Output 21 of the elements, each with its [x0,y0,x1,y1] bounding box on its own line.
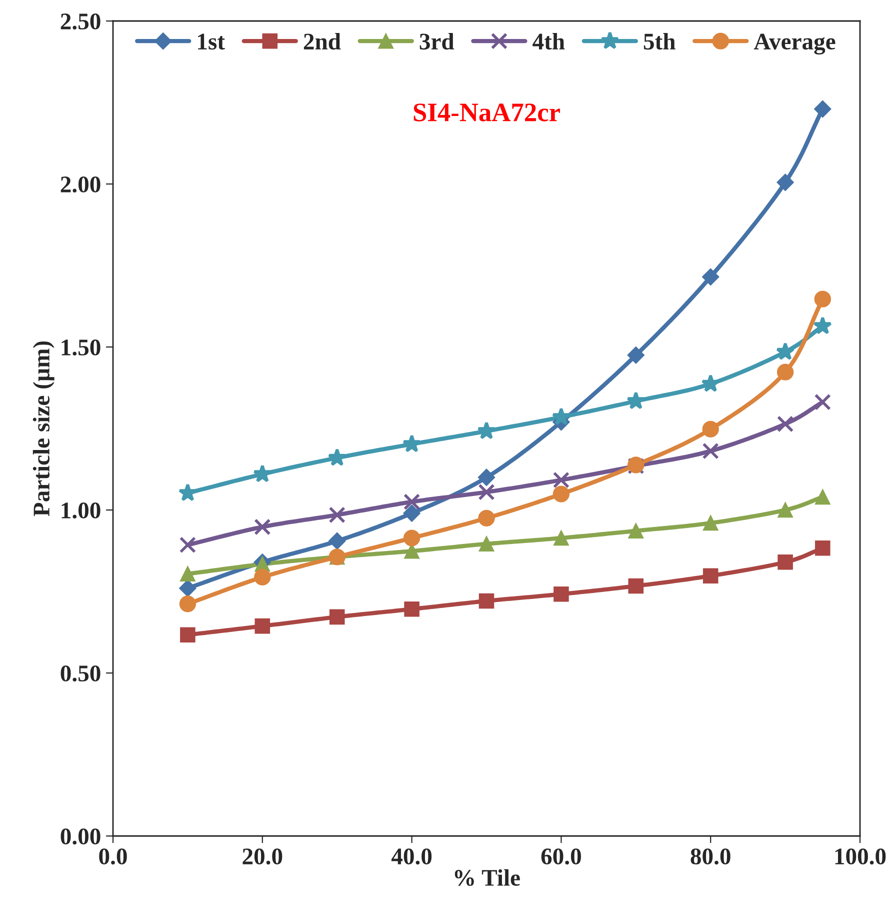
x-tick-label: 60.0 [541,848,581,865]
x-tick-label: 100.0 [835,848,886,865]
y-tick-label: 1.00 [62,502,100,519]
legend-label: Average [754,34,836,55]
legend-label: 2nd [304,32,341,50]
y-tick-label: 0.50 [60,665,100,682]
y-tick-label: 1.50 [62,339,100,356]
y-tick-label: 2.50 [60,13,100,30]
x-tick-label: 0.0 [99,848,127,865]
text: SI4-NaA72cr [414,104,560,122]
y-axis-title: Particle size (µm) [32,341,54,516]
x-axis-title: % Tile [454,869,520,886]
y-tick-label: 2.00 [60,176,100,193]
legend-label: 1st [198,34,225,50]
x-tick-label: 80.0 [690,848,730,865]
x-tick-label: 20.0 [242,848,282,865]
legend-label: 3rd [420,32,454,50]
y-tick-label: 0.00 [60,828,100,845]
legend-label: 4th [532,32,565,50]
x-tick-label: 40.0 [391,848,432,865]
legend-label: 5th [644,32,676,50]
